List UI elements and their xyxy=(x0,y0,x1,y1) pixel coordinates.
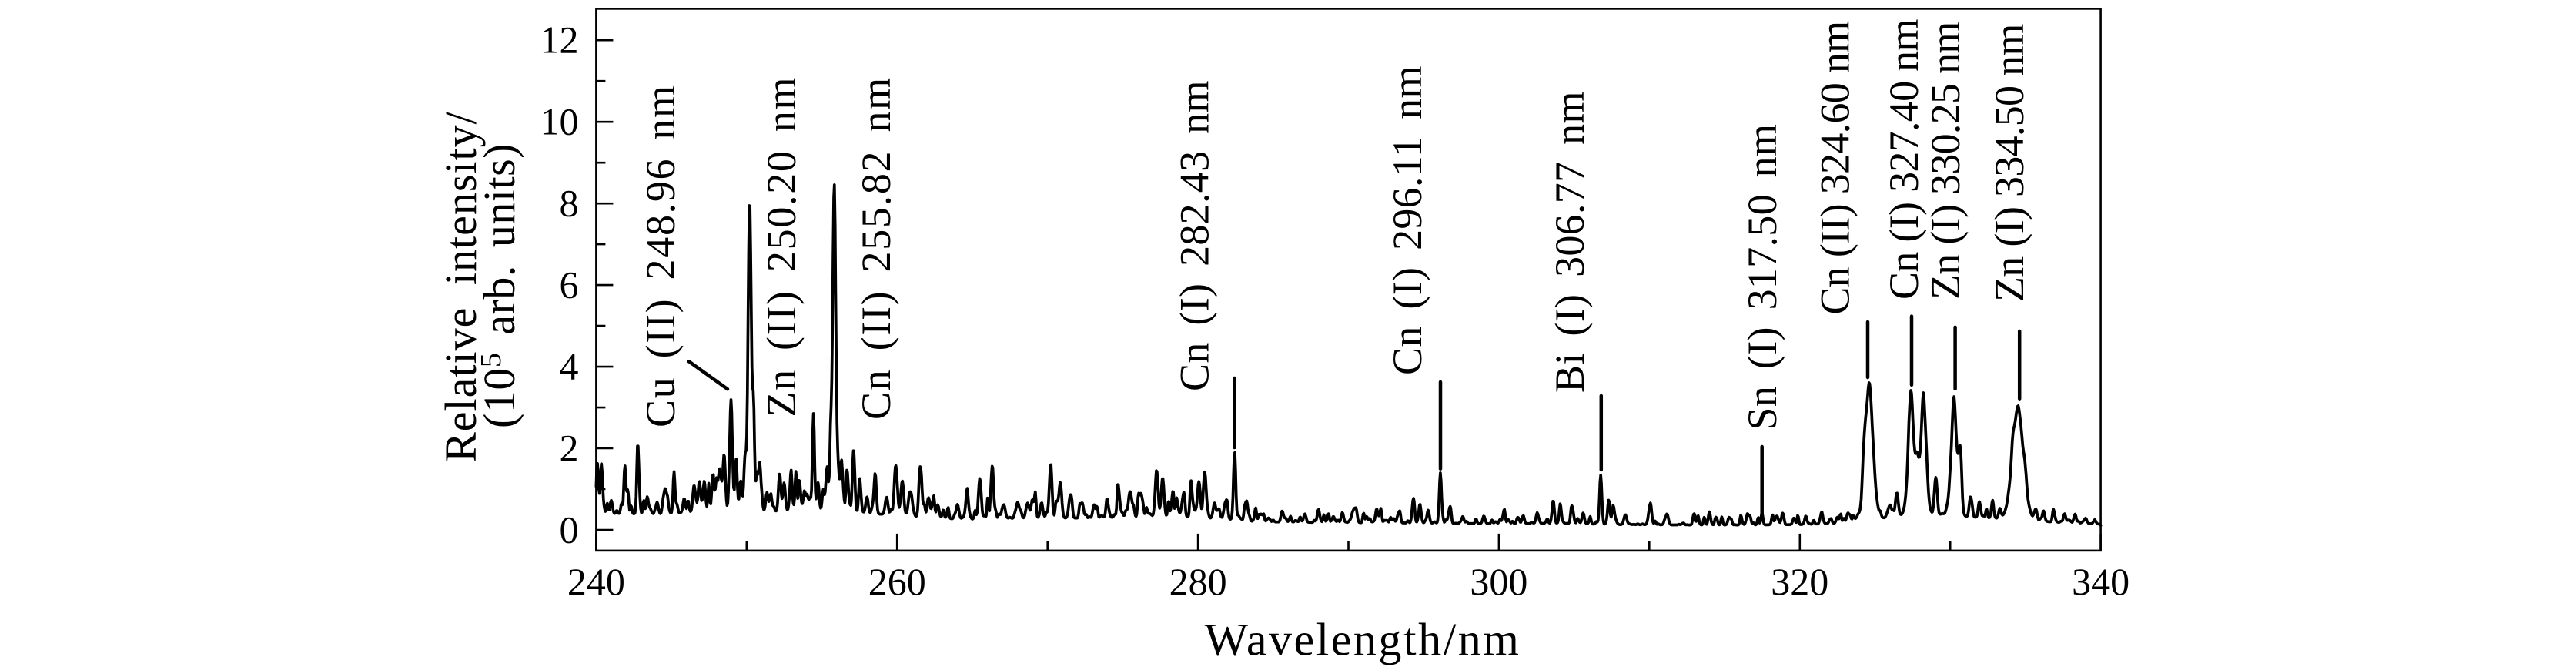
svg-text:Zn (I) 334.50 nm: Zn (I) 334.50 nm xyxy=(1986,24,2032,302)
svg-text:10: 10 xyxy=(540,100,579,143)
svg-text:320: 320 xyxy=(1771,560,1828,603)
svg-text:Cn (I) 296.11 nm: Cn (I) 296.11 nm xyxy=(1384,65,1430,375)
svg-text:Zn (I) 330.25 nm: Zn (I) 330.25 nm xyxy=(1922,22,1969,300)
svg-text:240: 240 xyxy=(567,560,625,603)
svg-text:6: 6 xyxy=(560,263,579,307)
svg-text:8: 8 xyxy=(560,182,579,225)
svg-text:Cu (II) 248.96 nm: Cu (II) 248.96 nm xyxy=(637,84,684,427)
svg-text:Wavelength/nm: Wavelength/nm xyxy=(1205,615,1521,665)
svg-text:280: 280 xyxy=(1169,560,1227,603)
svg-text:(105 arb. units): (105 arb. units) xyxy=(474,143,524,428)
svg-text:340: 340 xyxy=(2072,560,2129,603)
svg-text:300: 300 xyxy=(1470,560,1527,603)
svg-text:2: 2 xyxy=(560,427,579,470)
svg-text:Sn (I) 317.50 nm: Sn (I) 317.50 nm xyxy=(1739,124,1785,431)
svg-text:Relative intensity/: Relative intensity/ xyxy=(436,111,486,462)
svg-text:Bi (I) 306.77 nm: Bi (I) 306.77 nm xyxy=(1547,91,1593,393)
svg-text:Cn (II) 324.60 nm: Cn (II) 324.60 nm xyxy=(1812,21,1858,315)
svg-text:12: 12 xyxy=(540,18,579,62)
svg-text:Cn (II) 255.82 nm: Cn (II) 255.82 nm xyxy=(853,76,899,420)
svg-text:Cn (I) 327.40 nm: Cn (I) 327.40 nm xyxy=(1881,19,1927,300)
svg-text:0: 0 xyxy=(560,508,579,551)
svg-text:4: 4 xyxy=(560,345,579,388)
svg-text:260: 260 xyxy=(868,560,926,603)
svg-text:Cn (I) 282.43 nm: Cn (I) 282.43 nm xyxy=(1172,80,1218,391)
svg-text:Zn (II) 250.20 nm: Zn (II) 250.20 nm xyxy=(758,76,805,417)
